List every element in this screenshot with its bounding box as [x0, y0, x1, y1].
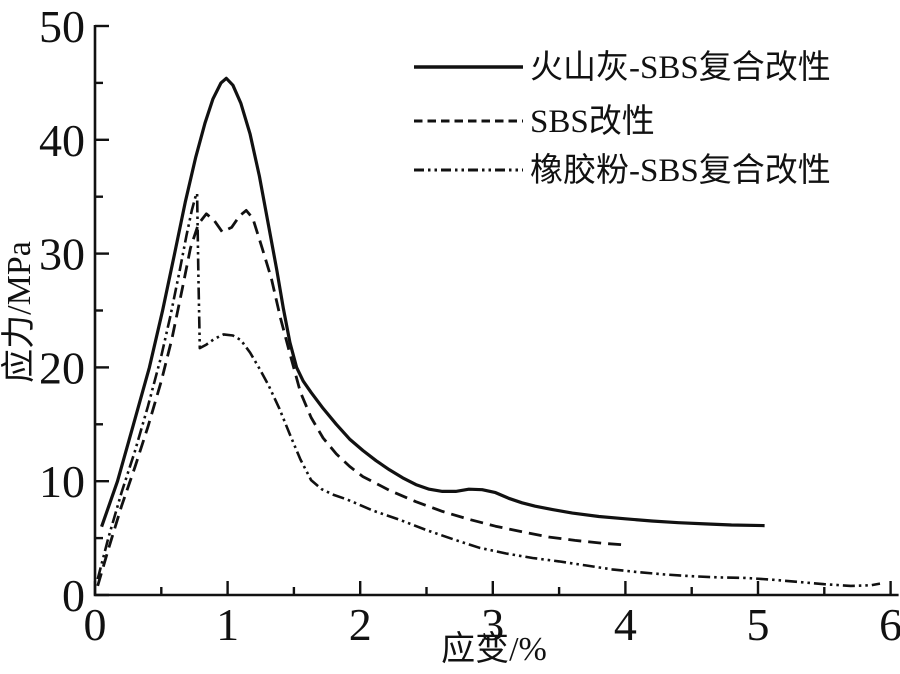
x-tick-label: 1 — [216, 599, 239, 650]
y-tick-label: 50 — [39, 1, 85, 52]
x-axis-title: 应变/% — [441, 630, 547, 668]
legend-label-volcanic-ash-sbs: 火山灰-SBS复合改性 — [530, 49, 831, 86]
y-tick-label: 0 — [62, 570, 85, 621]
legend-label-sbs: SBS改性 — [530, 103, 655, 140]
x-tick-label: 0 — [84, 599, 107, 650]
legend: 火山灰-SBS复合改性 SBS改性 橡胶粉-SBS复合改性 — [414, 49, 831, 189]
y-tick-label: 20 — [39, 342, 85, 393]
y-tick-label: 10 — [39, 456, 85, 507]
legend-label-rubber-powder-sbs: 橡胶粉-SBS复合改性 — [530, 152, 831, 189]
curve-sbs — [96, 208, 626, 587]
legend-item-rubber-powder-sbs: 橡胶粉-SBS复合改性 — [414, 152, 831, 189]
x-tick-label: 4 — [614, 599, 637, 650]
legend-item-sbs: SBS改性 — [414, 103, 655, 140]
curve-rubber-powder-sbs — [96, 192, 881, 588]
y-axis-title: 应力/MPa — [0, 241, 38, 383]
y-tick-label: 40 — [39, 115, 85, 166]
y-tick-label: 30 — [39, 229, 85, 280]
x-tick-label: 3 — [481, 599, 504, 650]
x-tick-label: 6 — [879, 599, 900, 650]
curve-volcanic-ash-sbs — [100, 76, 765, 528]
legend-item-volcanic-ash-sbs: 火山灰-SBS复合改性 — [414, 49, 831, 86]
plot-area: 0 1 2 3 4 5 6 0 10 20 30 40 50 — [39, 1, 900, 650]
x-tick-label: 5 — [747, 599, 770, 650]
axis-spines — [93, 25, 899, 597]
x-tick-label: 2 — [349, 599, 372, 650]
